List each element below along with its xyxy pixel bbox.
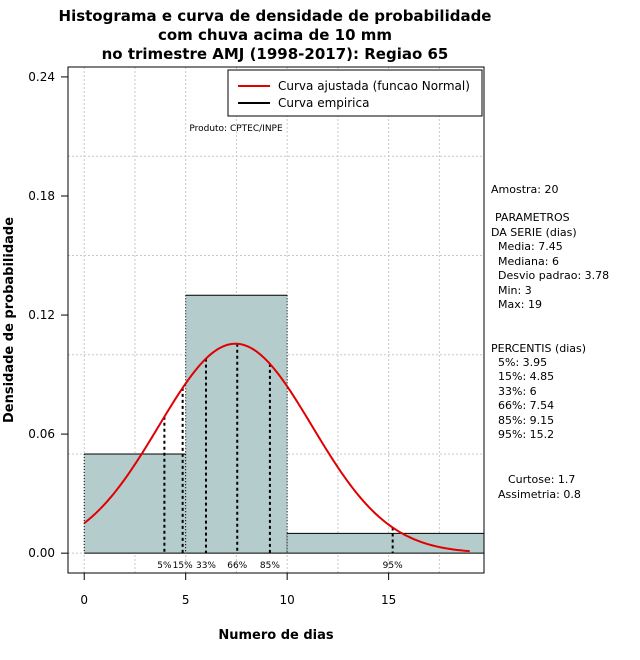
legend-label-empirical: Curva empirica: [278, 96, 369, 110]
legend-box: [227, 69, 483, 117]
percentile-marks: 5% 15% 33% 66% 85% 95%: [157, 343, 403, 571]
product-annotation: Produto: CPTEC/INPE: [189, 124, 283, 134]
sample-size: Amostra: 20: [491, 183, 558, 196]
percentil-33: 33%: 6: [498, 385, 537, 398]
y-tick-label: 0.06: [28, 427, 55, 441]
histogram-bar-1: [84, 453, 186, 554]
y-tick-label: 0.00: [28, 546, 55, 560]
chart-title-line-2: com chuva acima de 10 mm: [158, 26, 392, 44]
x-tick-label: 10: [280, 593, 295, 607]
y-axis: 0.00 0.06 0.12 0.18 0.24: [28, 70, 69, 560]
legend-label-fitted: Curva ajustada (funcao Normal): [278, 79, 470, 93]
stat-min: Min: 3: [498, 284, 532, 297]
stat-sd: Desvio padrao: 3.78: [498, 269, 609, 282]
percentil-95: 95%: 15.2: [498, 428, 554, 441]
percentil-85: 85%: 9.15: [498, 414, 554, 427]
chart-title-line-1: Histograma e curva de densidade de proba…: [59, 7, 492, 25]
histogram-bars: [83, 294, 485, 554]
skewness: Assimetria: 0.8: [498, 488, 581, 501]
normal-curve-line: [83, 342, 470, 553]
stat-median: Mediana: 6: [498, 255, 559, 268]
x-tick-label: 0: [80, 593, 88, 607]
chart-title-line-3: no trimestre AMJ (1998-2017): Regiao 65: [102, 45, 449, 63]
y-tick-label: 0.12: [28, 308, 55, 322]
percentis-title: PERCENTIS (dias): [491, 342, 586, 355]
params-title-2: DA SERIE (dias): [491, 226, 577, 239]
kurtosis: Curtose: 1.7: [508, 473, 575, 486]
percentile-label-95%: 95%: [383, 561, 403, 571]
normal-curve: [83, 342, 470, 553]
y-axis-label: Densidade de probabilidade: [2, 217, 17, 423]
x-tick-label: 5: [182, 593, 190, 607]
percentile-label-85%: 85%: [260, 561, 280, 571]
percentil-15: 15%: 4.85: [498, 370, 554, 383]
y-tick-label: 0.24: [28, 70, 55, 84]
percentile-label-66%: 66%: [227, 561, 247, 571]
x-tick-label: 15: [381, 593, 396, 607]
side-panel: Amostra: 20 PARAMETROS DA SERIE (dias) M…: [491, 183, 609, 501]
percentil-5: 5%: 3.95: [498, 356, 547, 369]
percentil-66: 66%: 7.54: [498, 399, 554, 412]
x-axis-label: Numero de dias: [218, 628, 334, 643]
percentile-label-15%: 15%: [173, 561, 193, 571]
stat-max: Max: 19: [498, 298, 542, 311]
params-title-1: PARAMETROS: [495, 211, 570, 224]
stat-mean: Media: 7.45: [498, 240, 563, 253]
percentile-label-33%: 33%: [196, 561, 216, 571]
histogram-bar-3: [287, 533, 484, 554]
y-tick-label: 0.18: [28, 189, 55, 203]
legend: Curva ajustada (funcao Normal) Curva emp…: [227, 69, 483, 117]
percentile-label-5%: 5%: [157, 561, 172, 571]
x-axis: 0 5 10 15: [80, 572, 396, 607]
